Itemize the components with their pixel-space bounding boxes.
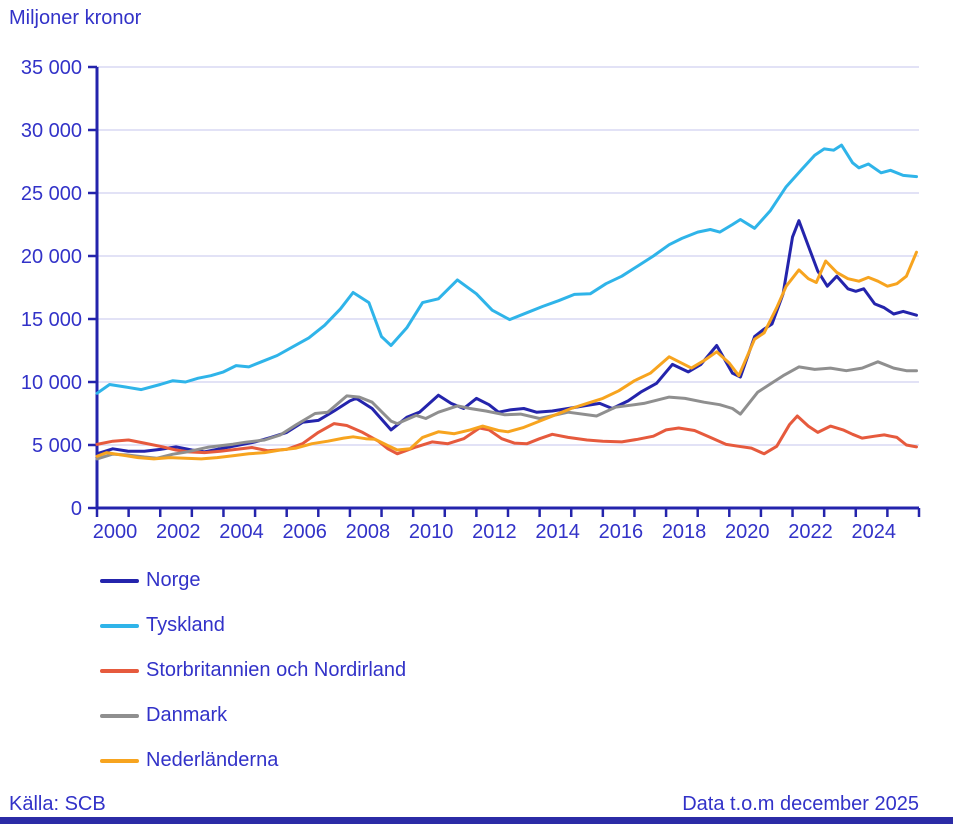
x-tick-label: 2008: [346, 521, 391, 543]
x-tick-label: 2004: [219, 521, 264, 543]
data-note-label: Data t.o.m december 2025: [682, 793, 919, 815]
series-line-danmark: [95, 360, 918, 461]
y-tick-label: 0: [71, 498, 82, 520]
legend: Norge Tyskland Storbritannien och Nordirla…: [100, 569, 406, 794]
x-tick-label: 2012: [472, 521, 517, 543]
legend-swatch-danmark: [100, 713, 139, 718]
legend-swatch-norge: [100, 578, 139, 583]
chart-title: Miljoner kronor: [9, 7, 142, 29]
series-line-tyskland: [95, 143, 918, 395]
legend-label: Norge: [146, 569, 201, 591]
y-tick-label: 20 000: [21, 246, 82, 268]
legend-item-norge: Norge: [100, 569, 406, 592]
x-tick-label: 2010: [409, 521, 454, 543]
legend-label: Storbritannien och Nordirland: [146, 659, 407, 681]
y-tick-label: 25 000: [21, 183, 82, 205]
legend-swatch-nederl-nderna: [100, 758, 139, 763]
x-tick-label: 2018: [662, 521, 707, 543]
legend-item-danmark: Danmark: [100, 704, 406, 727]
x-tick-label: 2006: [282, 521, 327, 543]
legend-label: Nederländerna: [146, 749, 279, 771]
x-tick-label: 2016: [599, 521, 644, 543]
source-label: Källa: SCB: [9, 793, 106, 815]
x-tick-label: 2002: [156, 521, 201, 543]
series-line-storbritannien-och-nordirland: [95, 414, 918, 456]
x-tick-label: 2014: [535, 521, 580, 543]
legend-item-tyskland: Tyskland: [100, 614, 406, 637]
x-tick-label: 2000: [93, 521, 138, 543]
x-tick-label: 2022: [788, 521, 833, 543]
x-tick-label: 2024: [852, 521, 897, 543]
x-tick-label: 2020: [725, 521, 770, 543]
y-tick-label: 30 000: [21, 120, 82, 142]
legend-label: Danmark: [146, 704, 228, 726]
y-tick-label: 35 000: [21, 57, 82, 79]
legend-swatch-tyskland: [100, 623, 139, 628]
bottom-accent-bar: [0, 817, 953, 824]
legend-label: Tyskland: [146, 614, 225, 636]
footer: Källa: SCB Data t.o.m december 2025: [0, 793, 953, 817]
line-chart: 0 5 000 10 000 15 000 20 000 25 000 30 000 35 0…: [21, 57, 921, 543]
legend-item-storbritannien-och-nordirland: Storbritannien och Nordirland: [100, 659, 406, 682]
y-tick-label: 10 000: [21, 372, 82, 394]
y-tick-label: 15 000: [21, 309, 82, 331]
y-tick-label: 5 000: [32, 435, 82, 457]
legend-swatch-storbritannien-och-nordirland: [100, 668, 139, 673]
legend-item-nederl-nderna: Nederländerna: [100, 749, 406, 772]
series-line-nederl-nderna: [95, 250, 918, 461]
